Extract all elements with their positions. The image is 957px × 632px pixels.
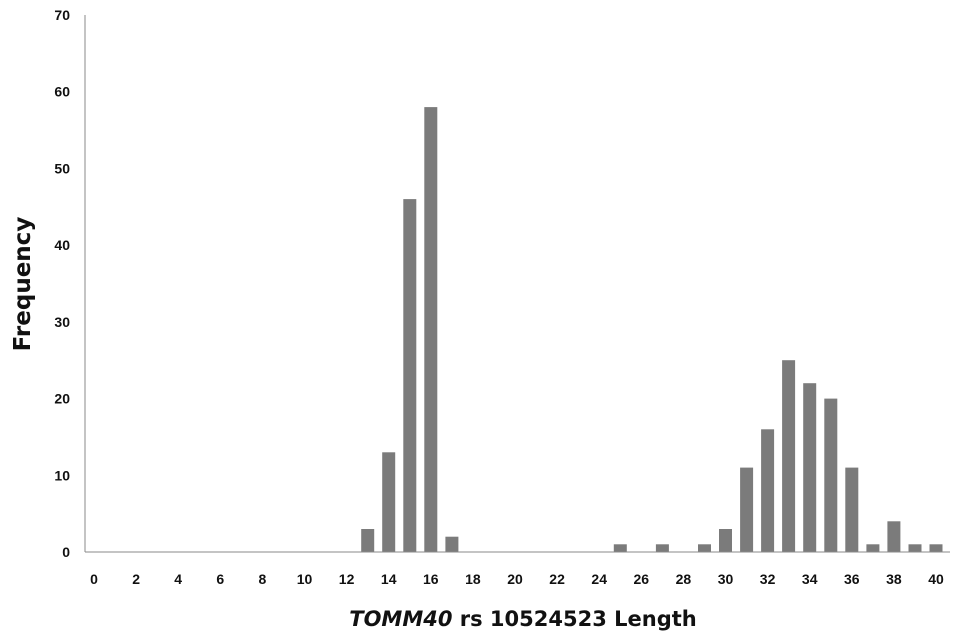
- bar-39: [908, 544, 922, 552]
- bar-33: [782, 360, 796, 552]
- x-tick-label-0: 0: [90, 571, 98, 587]
- y-tick-label-20: 20: [54, 391, 70, 407]
- x-tick-label-40: 40: [928, 571, 944, 587]
- y-axis-title: Frequency: [10, 217, 36, 352]
- bar-14: [382, 452, 396, 552]
- bar-13: [361, 529, 375, 552]
- x-tick-label-36: 36: [844, 571, 860, 587]
- x-tick-label-38: 38: [886, 571, 902, 587]
- bar-36: [845, 467, 859, 552]
- bar-31: [740, 467, 754, 552]
- x-tick-label-24: 24: [591, 571, 607, 587]
- bar-35: [824, 398, 838, 552]
- bar-40: [929, 544, 943, 552]
- bar-34: [803, 383, 817, 552]
- x-tick-labels: 0 2 4 6 8 10 12 14 16 18 20 22 24 26 28 30 32 34 36 38 40: [90, 571, 944, 587]
- y-tick-label-10: 10: [54, 467, 70, 483]
- y-tick-label-0: 0: [62, 544, 70, 560]
- x-tick-label-8: 8: [259, 571, 267, 587]
- x-axis-title: TOMM40 rs 10524523 Length: [349, 607, 696, 631]
- x-tick-label-30: 30: [718, 571, 734, 587]
- x-tick-label-34: 34: [802, 571, 818, 587]
- x-tick-label-18: 18: [465, 571, 481, 587]
- bar-27: [655, 544, 669, 552]
- y-tick-label-60: 60: [54, 84, 70, 100]
- bars-group: [361, 107, 943, 552]
- bar-32: [761, 429, 775, 552]
- x-tick-label-20: 20: [507, 571, 523, 587]
- x-tick-label-12: 12: [339, 571, 355, 587]
- y-tick-label-40: 40: [54, 237, 70, 253]
- y-tick-labels: 0 10 20 30 40 50 60 70: [54, 7, 70, 560]
- x-tick-label-32: 32: [760, 571, 776, 587]
- bar-38: [887, 521, 901, 552]
- x-tick-label-10: 10: [297, 571, 313, 587]
- bar-29: [698, 544, 711, 552]
- y-tick-label-70: 70: [54, 7, 70, 23]
- bar-16: [424, 107, 438, 552]
- bar-25: [613, 544, 627, 552]
- y-tick-label-30: 30: [54, 314, 70, 330]
- x-tick-label-4: 4: [174, 571, 182, 587]
- x-tick-label-16: 16: [423, 571, 439, 587]
- x-tick-label-28: 28: [676, 571, 692, 587]
- x-axis-title-gene: TOMM40: [349, 607, 452, 631]
- x-tick-label-6: 6: [216, 571, 224, 587]
- bar-15: [403, 199, 417, 552]
- bar-37: [866, 544, 880, 552]
- x-tick-label-22: 22: [549, 571, 565, 587]
- bar-17: [445, 536, 459, 552]
- y-tick-label-50: 50: [54, 160, 70, 176]
- x-tick-label-14: 14: [381, 571, 397, 587]
- x-tick-label-26: 26: [634, 571, 650, 587]
- bar-30: [719, 529, 732, 552]
- x-tick-label-2: 2: [132, 571, 140, 587]
- x-axis-title-rest: rs 10524523 Length: [452, 607, 696, 631]
